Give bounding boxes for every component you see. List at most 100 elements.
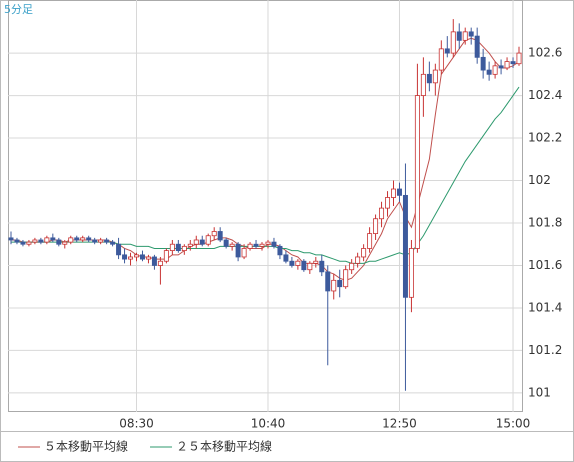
y-tick-label: 101.6	[528, 258, 562, 272]
candle-body	[331, 279, 337, 292]
x-tick-label: 08:30	[119, 417, 154, 431]
candle-body	[480, 56, 486, 71]
y-tick-label: 101.8	[528, 215, 562, 229]
candle-body	[432, 69, 438, 84]
x-tick-label: 10:40	[251, 417, 286, 431]
candle-body	[139, 254, 145, 260]
candle-body	[265, 241, 271, 245]
candle-body	[277, 245, 283, 256]
legend-label: ５本移動平均線	[44, 439, 128, 454]
candle-body	[498, 65, 504, 69]
candle-body	[110, 241, 116, 245]
candle-body	[361, 248, 367, 258]
candle-body	[408, 248, 414, 298]
candle-body	[74, 237, 80, 241]
candle-body	[68, 237, 74, 243]
candle-body	[122, 254, 128, 260]
candle-body	[14, 239, 20, 243]
candle-body	[163, 250, 169, 262]
y-tick-label: 101.2	[528, 343, 562, 357]
y-tick-label: 101.4	[528, 300, 562, 314]
y-tick-label: 102.2	[528, 131, 562, 145]
candle-body	[259, 243, 265, 247]
candle-body	[325, 271, 331, 292]
candle-body	[104, 239, 110, 243]
candle-body	[86, 237, 92, 241]
x-tick-label: 12:50	[382, 417, 417, 431]
candle-body	[193, 239, 199, 245]
candle-body	[56, 239, 62, 245]
candle-body	[301, 260, 307, 271]
candle-body	[349, 262, 355, 271]
candle-body	[426, 73, 432, 84]
candle-body	[468, 31, 474, 37]
candle-body	[20, 241, 26, 245]
candle-body	[169, 243, 175, 251]
candle-body	[504, 61, 510, 69]
candle-body	[92, 239, 98, 243]
candle-body	[510, 61, 516, 65]
legend-label: ２５本移動平均線	[176, 439, 272, 454]
candle-body	[438, 48, 444, 71]
candle-body	[32, 239, 38, 243]
candle-body	[474, 35, 480, 58]
y-tick-label: 102.6	[528, 46, 562, 60]
candle-body	[235, 243, 241, 258]
x-tick-label: 15:00	[496, 417, 531, 431]
candle-body	[98, 239, 104, 243]
candle-body	[343, 269, 349, 288]
candle-body	[128, 256, 134, 260]
candle-body	[44, 237, 50, 243]
candle-body	[134, 254, 139, 258]
candle-body	[391, 188, 396, 198]
candle-body	[181, 245, 187, 251]
candle-body	[295, 260, 301, 266]
candle-body	[38, 239, 44, 243]
candle-body	[283, 254, 289, 262]
y-tick-label: 102	[528, 173, 551, 187]
candle-body	[50, 237, 56, 241]
candle-body	[492, 65, 498, 75]
timeframe-label: 5分足	[4, 3, 33, 16]
candle-body	[444, 48, 450, 54]
candle-body	[450, 31, 456, 54]
candle-body	[420, 73, 426, 96]
y-tick-label: 102.4	[528, 88, 562, 102]
candle-body	[337, 279, 343, 288]
candle-body	[175, 243, 181, 251]
candle-body	[367, 233, 373, 249]
candle-body	[145, 256, 151, 260]
candle-body	[229, 243, 235, 247]
candle-body	[486, 69, 492, 75]
candle-body	[414, 95, 420, 249]
candle-body	[319, 260, 325, 273]
candle-body	[247, 243, 253, 249]
candle-body	[199, 239, 205, 245]
candle-body	[80, 237, 86, 241]
candle-body	[385, 197, 391, 209]
candle-body	[313, 260, 319, 264]
candle-body	[289, 260, 295, 266]
y-tick-label: 101	[528, 385, 551, 399]
candle-body	[26, 241, 32, 245]
candle-body	[456, 31, 462, 41]
candle-body	[271, 241, 277, 247]
candle-body	[223, 239, 229, 247]
candle-body	[462, 31, 468, 41]
candle-body	[355, 256, 361, 264]
candle-body	[157, 260, 163, 266]
candle-body	[8, 237, 14, 241]
candle-body	[396, 188, 402, 196]
candle-body	[116, 243, 122, 256]
candle-body	[307, 262, 313, 271]
candle-body	[151, 256, 157, 266]
candle-body	[402, 194, 408, 298]
candle-body	[205, 235, 211, 245]
candle-body	[516, 52, 522, 65]
candle-body	[62, 241, 68, 245]
candle-body	[211, 231, 217, 237]
candle-body	[253, 243, 259, 247]
candle-body	[379, 207, 385, 220]
